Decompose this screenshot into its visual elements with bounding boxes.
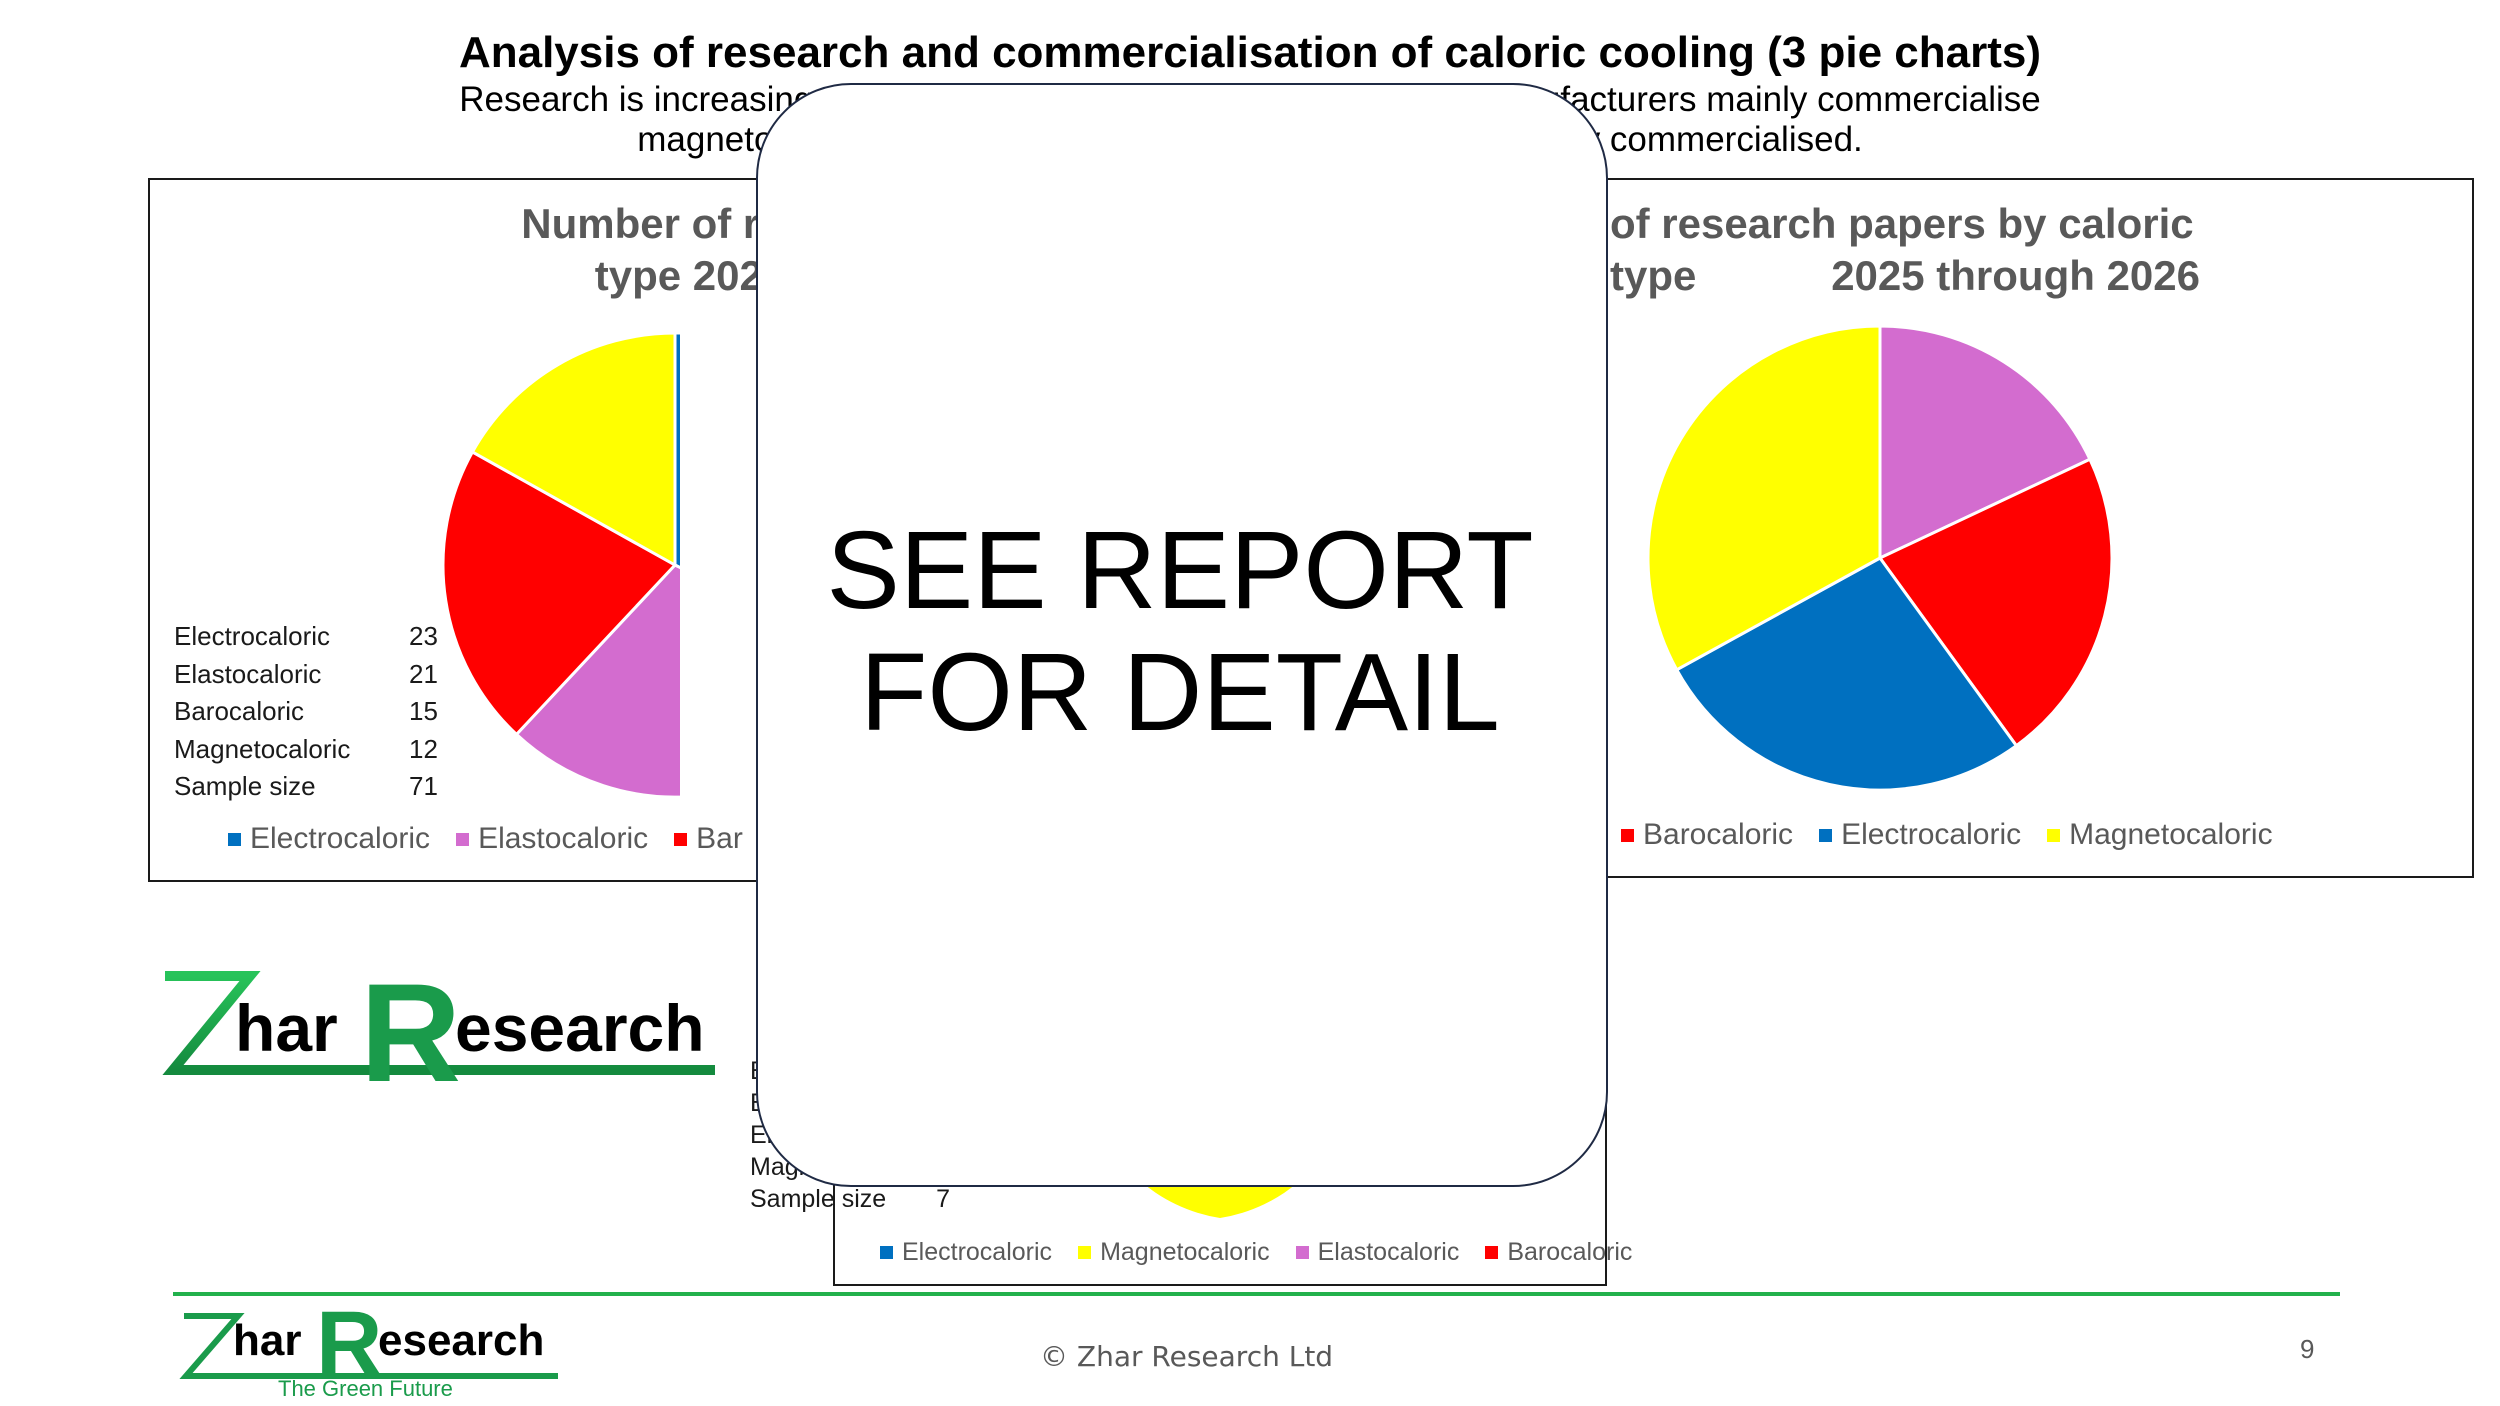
footer-rule — [173, 1292, 2340, 1296]
chart-3-legend-label: Barocaloric — [1507, 1238, 1633, 1266]
chart-1-legend-item: Electrocaloric — [228, 822, 430, 856]
logo-large-r: R — [360, 954, 462, 1111]
zhar-research-logo-small: har R esearch The Green Future — [178, 1293, 578, 1401]
logo-large-esearch: esearch — [455, 991, 705, 1065]
chart-1-table-value: 23 — [409, 621, 438, 652]
chart-3-legend: Electrocaloric Magnetocaloric Elastocalori… — [880, 1238, 1658, 1267]
page-number: 9 — [2300, 1334, 2315, 1364]
chart-1-legend: Electrocaloric Elastocaloric Bar — [228, 822, 769, 856]
zhar-research-logo-large: har R esearch — [155, 954, 715, 1111]
chart-1-table-label: Electrocaloric — [174, 621, 331, 652]
chart-1-table-value: 15 — [409, 696, 438, 727]
chart-2-legend-item: Electrocaloric — [1819, 818, 2021, 852]
chart-1-legend-swatch — [228, 832, 241, 846]
chart-2-legend-item: Barocaloric — [1621, 818, 1793, 852]
zhar-logo-small-shapes — [179, 1313, 558, 1379]
chart-1-legend-swatch — [674, 832, 688, 846]
chart-1-slice-elastocaloric — [514, 563, 680, 799]
slide-title: Analysis of research and commercialisati… — [458, 28, 2042, 77]
chart-2-legend: cBarocaloricElectrocaloricMagnetocaloric — [1580, 818, 2299, 852]
chart-1-data-table: Electrocaloric 23 Elastocaloric 21 Barocalor… — [174, 618, 438, 806]
chart-1-table-label: Magnetocaloric — [174, 733, 351, 764]
chart-2-title: of research papers by caloric type — [1560, 198, 2220, 302]
chart-1-table-label: Sample size — [174, 771, 316, 802]
chart-2-legend-swatch — [1621, 828, 1634, 842]
chart-1-table-row: Electrocaloric 23 — [174, 618, 438, 656]
see-report-text: SEE REPORT FOR DETAIL — [756, 510, 1604, 754]
chart-1-slice-magnetocaloric — [470, 331, 677, 568]
chart-3-legend-item: Barocaloric — [1485, 1238, 1632, 1267]
chart-1-legend-label: Elastocaloric — [478, 822, 649, 855]
overlay-line-2: FOR DETAIL — [860, 631, 1500, 754]
chart-2-legend-swatch — [2047, 828, 2061, 842]
chart-1-table-label: Elastocaloric — [174, 658, 322, 689]
chart-3-legend-item: Elastocaloric — [1295, 1238, 1460, 1267]
chart-1-table-label: Barocaloric — [174, 696, 305, 727]
chart-1-legend-item: Bar — [674, 822, 743, 856]
chart-2-legend-label: Barocaloric — [1643, 818, 1794, 851]
chart-1-pie — [441, 331, 680, 799]
logo-small-har: har — [233, 1316, 302, 1365]
chart-2-legend-item: Magnetocaloric — [2047, 818, 2273, 852]
chart-1-table-value: 12 — [409, 733, 438, 764]
chart-1-table-row: Barocaloric 15 — [174, 693, 438, 731]
chart-2-title-2: 2025 through 2026 — [1560, 250, 2200, 302]
chart-2-title-line-2: 2025 through 2026 — [1831, 252, 2200, 299]
chart-3-table-row: Sample size 7 — [750, 1183, 950, 1215]
chart-3-legend-label: Electrocaloric — [902, 1238, 1053, 1266]
chart-2-pie — [1646, 324, 2114, 792]
chart-2-slice-barocaloric — [1877, 457, 2114, 748]
chart-1-table-row: Elastocaloric 21 — [174, 656, 438, 694]
chart-3-legend-swatch — [1485, 1246, 1499, 1259]
chart-1-table-value: 21 — [409, 658, 438, 689]
chart-1-table-row: Sample size 71 — [174, 768, 438, 806]
zhar-logo-large-shapes — [162, 971, 715, 1075]
chart-2-legend-label: Electrocaloric — [1841, 818, 2022, 851]
chart-3-legend-label: Magnetocaloric — [1100, 1238, 1270, 1266]
chart-1-legend-swatch — [456, 832, 470, 846]
chart-2-legend-swatch — [1819, 828, 1833, 842]
chart-2-slice-electrocaloric — [1674, 556, 2019, 792]
chart-3-table-label: Sample size — [750, 1184, 887, 1213]
chart-3-table-value: 7 — [936, 1184, 950, 1213]
see-report-overlay — [756, 83, 1608, 1187]
logo-small-r: R — [316, 1293, 383, 1395]
logo-small-tagline: The Green Future — [278, 1376, 453, 1401]
chart-2-title-line-1: of research papers by caloric type — [1610, 200, 2194, 299]
chart-3-legend-swatch — [1295, 1246, 1309, 1259]
chart-2-slice-elastocaloric — [1878, 324, 2092, 561]
chart-3-legend-item: Magnetocaloric — [1078, 1238, 1270, 1267]
chart-1-legend-label: Electrocaloric — [250, 822, 431, 855]
chart-3-legend-item: Electrocaloric — [880, 1238, 1052, 1267]
overlay-line-1: SEE REPORT — [826, 509, 1534, 632]
logo-small-esearch: esearch — [378, 1316, 545, 1365]
chart-1-table-value: 71 — [409, 771, 438, 802]
chart-2-slice-magnetocaloric — [1646, 324, 1882, 672]
chart-1-legend-item: Elastocaloric — [456, 822, 648, 856]
chart-1-legend-label: Bar — [696, 822, 743, 855]
logo-large-har: har — [235, 991, 338, 1065]
chart-3-legend-label: Elastocaloric — [1317, 1238, 1460, 1266]
chart-3-legend-swatch — [1078, 1246, 1092, 1259]
chart-2-legend-label: Magnetocaloric — [2069, 818, 2273, 851]
copyright-text: © Zhar Research Ltd — [1040, 1340, 1334, 1373]
chart-1-table-row: Magnetocaloric 12 — [174, 731, 438, 769]
chart-1-slice-barocaloric — [441, 449, 678, 737]
chart-3-legend-swatch — [880, 1246, 893, 1259]
